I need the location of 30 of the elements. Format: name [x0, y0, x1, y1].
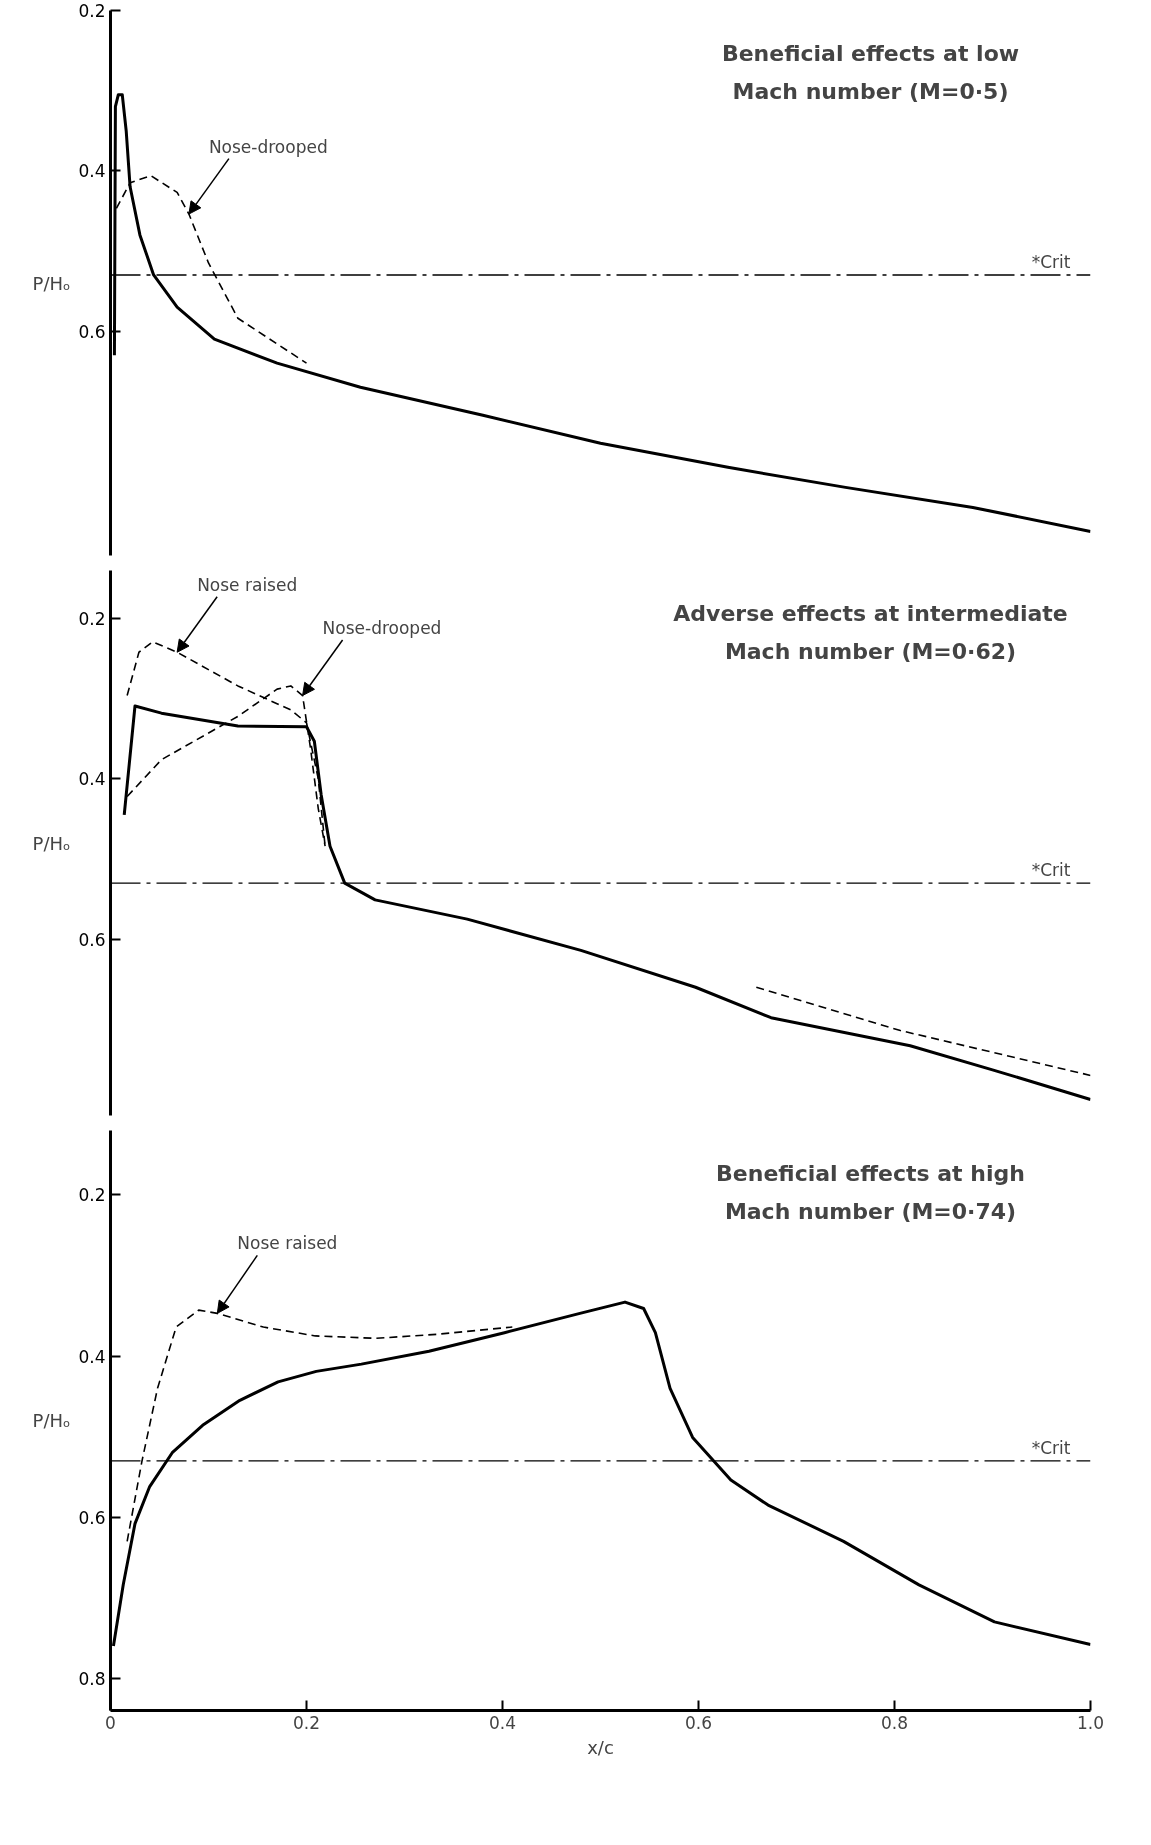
annotation: Nose raised — [237, 1233, 338, 1254]
x-tick-label: 0.6 — [684, 1712, 713, 1733]
y-axis-title: P/Hₒ — [32, 1410, 71, 1431]
x-tick-label: 1.0 — [1076, 1712, 1105, 1733]
ref-line-label: *Crit — [1031, 1437, 1071, 1458]
text: Beneficial effects at low Mach number (M=0·5) — [721, 40, 1020, 104]
y-tick-label: 0.6 — [78, 929, 106, 950]
y-tick-label: 0.4 — [78, 769, 106, 790]
x-tick-label: 0.2 — [292, 1712, 321, 1733]
y-tick-label: 0.6 — [78, 321, 106, 342]
text: Beneficial effects at high Mach number (M=0·74) — [716, 1160, 1025, 1224]
y-tick-label: 0.6 — [78, 1507, 106, 1528]
x-tick-label: 0.8 — [880, 1712, 909, 1733]
y-axis-title: P/Hₒ — [32, 832, 71, 854]
y-tick-label: 0.2 — [78, 1, 106, 21]
ref-line-label: *Crit — [1031, 860, 1071, 881]
x-tick-label: 0.4 — [488, 1712, 517, 1733]
annotation: Nose-drooped — [208, 136, 328, 157]
ref-line-label: *Crit — [1031, 251, 1071, 272]
y-tick-label: 0.8 — [78, 1668, 106, 1689]
x-tick-label: 0 — [105, 1712, 116, 1733]
y-tick-label: 0.4 — [78, 161, 106, 182]
y-axis-title: P/Hₒ — [32, 272, 71, 294]
annotation: Nose raised — [197, 574, 298, 595]
y-tick-label: 0.2 — [78, 609, 106, 630]
y-tick-label: 0.2 — [78, 1185, 106, 1206]
annotation: Nose-drooped — [322, 618, 442, 639]
text: Adverse effects at intermediate Mach number (M=0·62) — [673, 600, 1068, 664]
y-tick-label: 0.4 — [78, 1346, 106, 1367]
x-axis-title: x/c — [587, 1736, 614, 1758]
